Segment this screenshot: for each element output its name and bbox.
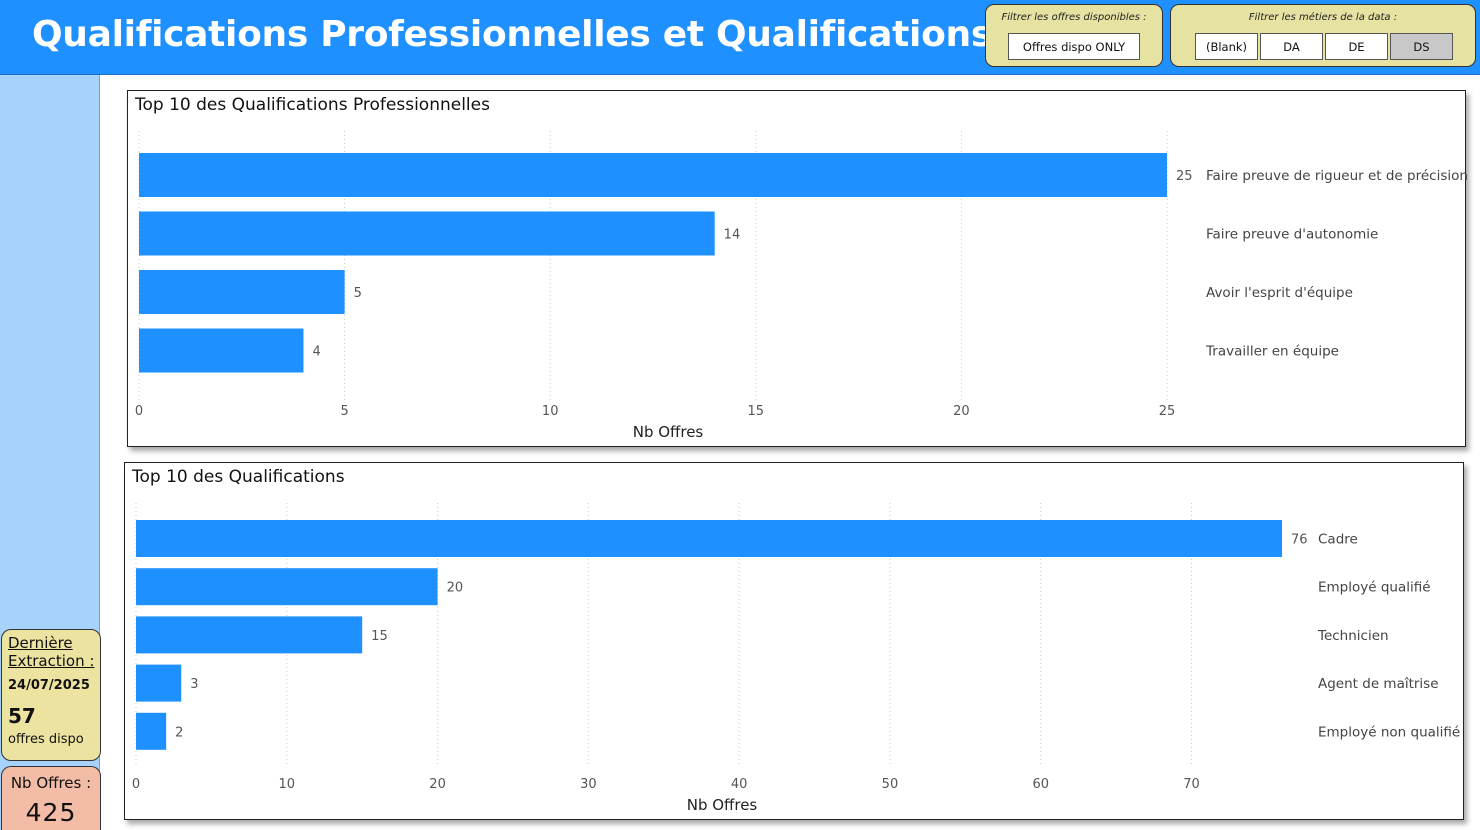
last-extraction-date: 24/07/2025 (8, 678, 90, 693)
category-label: Employé non qualifié (1318, 724, 1460, 740)
data-label: 15 (371, 629, 388, 644)
bar (139, 328, 304, 373)
bar (139, 153, 1167, 197)
category-label: Cadre (1318, 532, 1358, 548)
data-label: 3 (190, 677, 198, 692)
category-label: Technicien (1317, 628, 1389, 644)
bar (136, 616, 363, 654)
x-tick-label: 15 (748, 404, 765, 419)
category-label: Employé qualifié (1318, 580, 1431, 596)
available-offers-count: 57 (8, 704, 36, 728)
data-label: 4 (312, 345, 320, 360)
x-tick-label: 5 (340, 404, 348, 419)
x-tick-label: 30 (580, 777, 597, 792)
category-label: Agent de maîtrise (1318, 676, 1439, 692)
x-tick-label: 0 (132, 777, 140, 792)
data-label: 14 (724, 228, 741, 243)
bar (136, 664, 182, 702)
last-extraction-label: Dernière Extraction : (8, 634, 95, 670)
x-tick-label: 10 (542, 404, 559, 419)
category-label: Avoir l'esprit d'équipe (1206, 285, 1353, 301)
professional-qualifications-chart: 0 5 10 15 20 25 25 Faire preuve de rigueur et d… (135, 131, 1467, 441)
x-tick-label: 70 (1183, 777, 1200, 792)
bar (139, 211, 715, 256)
jobs-filter: Filtrer les métiers de la data : (Blank)… (1170, 4, 1476, 67)
filter-option-blank[interactable]: (Blank) (1195, 33, 1258, 60)
bar (139, 270, 345, 314)
qualifications-chart: 0 10 20 30 40 50 60 70 76 Cadre 20 Employé qualifié… (132, 503, 1460, 814)
data-label: 5 (354, 286, 362, 301)
category-label: Faire preuve d'autonomie (1206, 227, 1378, 243)
filter-option-da[interactable]: DA (1260, 33, 1323, 60)
data-label: 76 (1291, 533, 1308, 548)
header-bar: Qualifications Professionnelles et Quali… (0, 0, 1480, 75)
total-offers-label: Nb Offres : (10, 774, 92, 792)
filter-option-ds[interactable]: DS (1390, 33, 1453, 60)
x-axis-title: Nb Offres (633, 423, 704, 441)
x-tick-label: 0 (135, 404, 143, 419)
availability-filter: Filtrer les offres disponibles : Offres … (985, 4, 1163, 67)
category-label: Travailler en équipe (1205, 344, 1339, 360)
filter-option-de[interactable]: DE (1325, 33, 1388, 60)
data-label: 20 (447, 581, 464, 596)
x-tick-label: 40 (731, 777, 748, 792)
x-tick-label: 20 (429, 777, 446, 792)
category-label: Faire preuve de rigueur et de précision (1206, 168, 1467, 184)
available-offers-label: offres dispo (8, 732, 84, 747)
x-axis-title: Nb Offres (687, 796, 758, 814)
x-tick-label: 25 (1159, 404, 1176, 419)
bar (136, 712, 167, 750)
chart-title: Top 10 des Qualifications (132, 467, 345, 487)
offres-dispo-only-button[interactable]: Offres dispo ONLY (1008, 33, 1140, 60)
last-extraction-card: Dernière Extraction : 24/07/2025 57 offr… (1, 629, 101, 761)
data-label: 25 (1176, 169, 1193, 184)
bar (136, 520, 1282, 557)
chart-title: Top 10 des Qualifications Professionnell… (135, 95, 490, 115)
page-title: Qualifications Professionnelles et Quali… (32, 14, 992, 55)
x-tick-label: 60 (1032, 777, 1049, 792)
availability-filter-label: Filtrer les offres disponibles : (1001, 12, 1147, 23)
data-label: 2 (175, 725, 183, 740)
total-offers-value: 425 (25, 798, 77, 827)
total-offers-card: Nb Offres : 425 (1, 766, 101, 830)
jobs-filter-label: Filtrer les métiers de la data : (1248, 12, 1398, 23)
x-tick-label: 10 (279, 777, 296, 792)
chart-panel-professional-qualifications: Top 10 des Qualifications Professionnell… (127, 90, 1467, 447)
x-tick-label: 20 (953, 404, 970, 419)
bar (136, 568, 438, 606)
x-tick-label: 50 (882, 777, 899, 792)
chart-panel-qualifications: Top 10 des Qualifications 0 10 20 30 40 50 60 7… (124, 462, 1464, 820)
